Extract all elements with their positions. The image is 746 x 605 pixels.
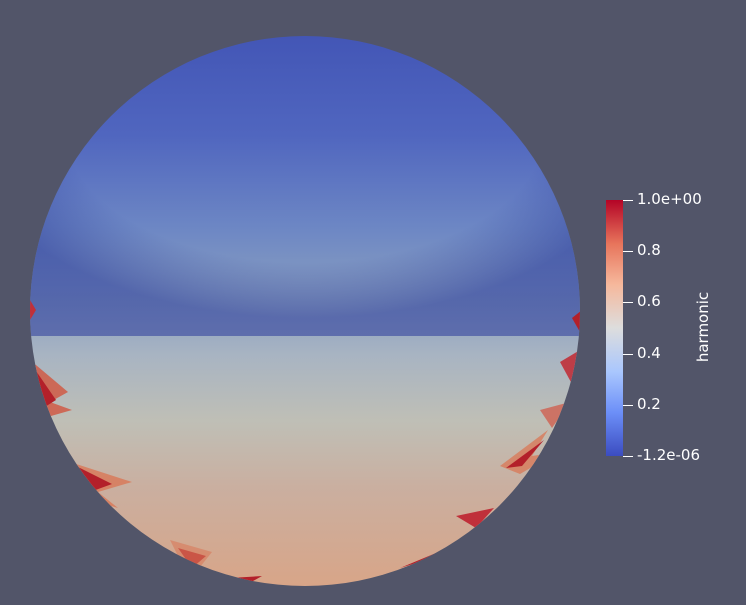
colorbar-tick-label: 0.8	[637, 241, 661, 259]
colorbar-tick	[623, 456, 633, 457]
colorbar	[606, 200, 623, 456]
colorbar-tick-label: 0.2	[637, 395, 661, 413]
disk-surface	[30, 36, 580, 586]
colorbar-gradient	[606, 200, 623, 456]
colorbar-title: harmonic	[694, 291, 713, 363]
colorbar-tick-label: 1.0e+00	[637, 190, 702, 208]
colorbar-tick	[623, 251, 633, 252]
colorbar-tick-label: 0.6	[637, 292, 661, 310]
colorbar-tick-label: -1.2e-06	[637, 446, 700, 464]
colorbar-tick-label: 0.4	[637, 344, 661, 362]
colorbar-tick	[623, 302, 633, 303]
boundary-hotspots	[30, 300, 580, 586]
colorbar-tick	[623, 200, 633, 201]
colorbar-tick	[623, 354, 633, 355]
colorbar-tick	[623, 405, 633, 406]
